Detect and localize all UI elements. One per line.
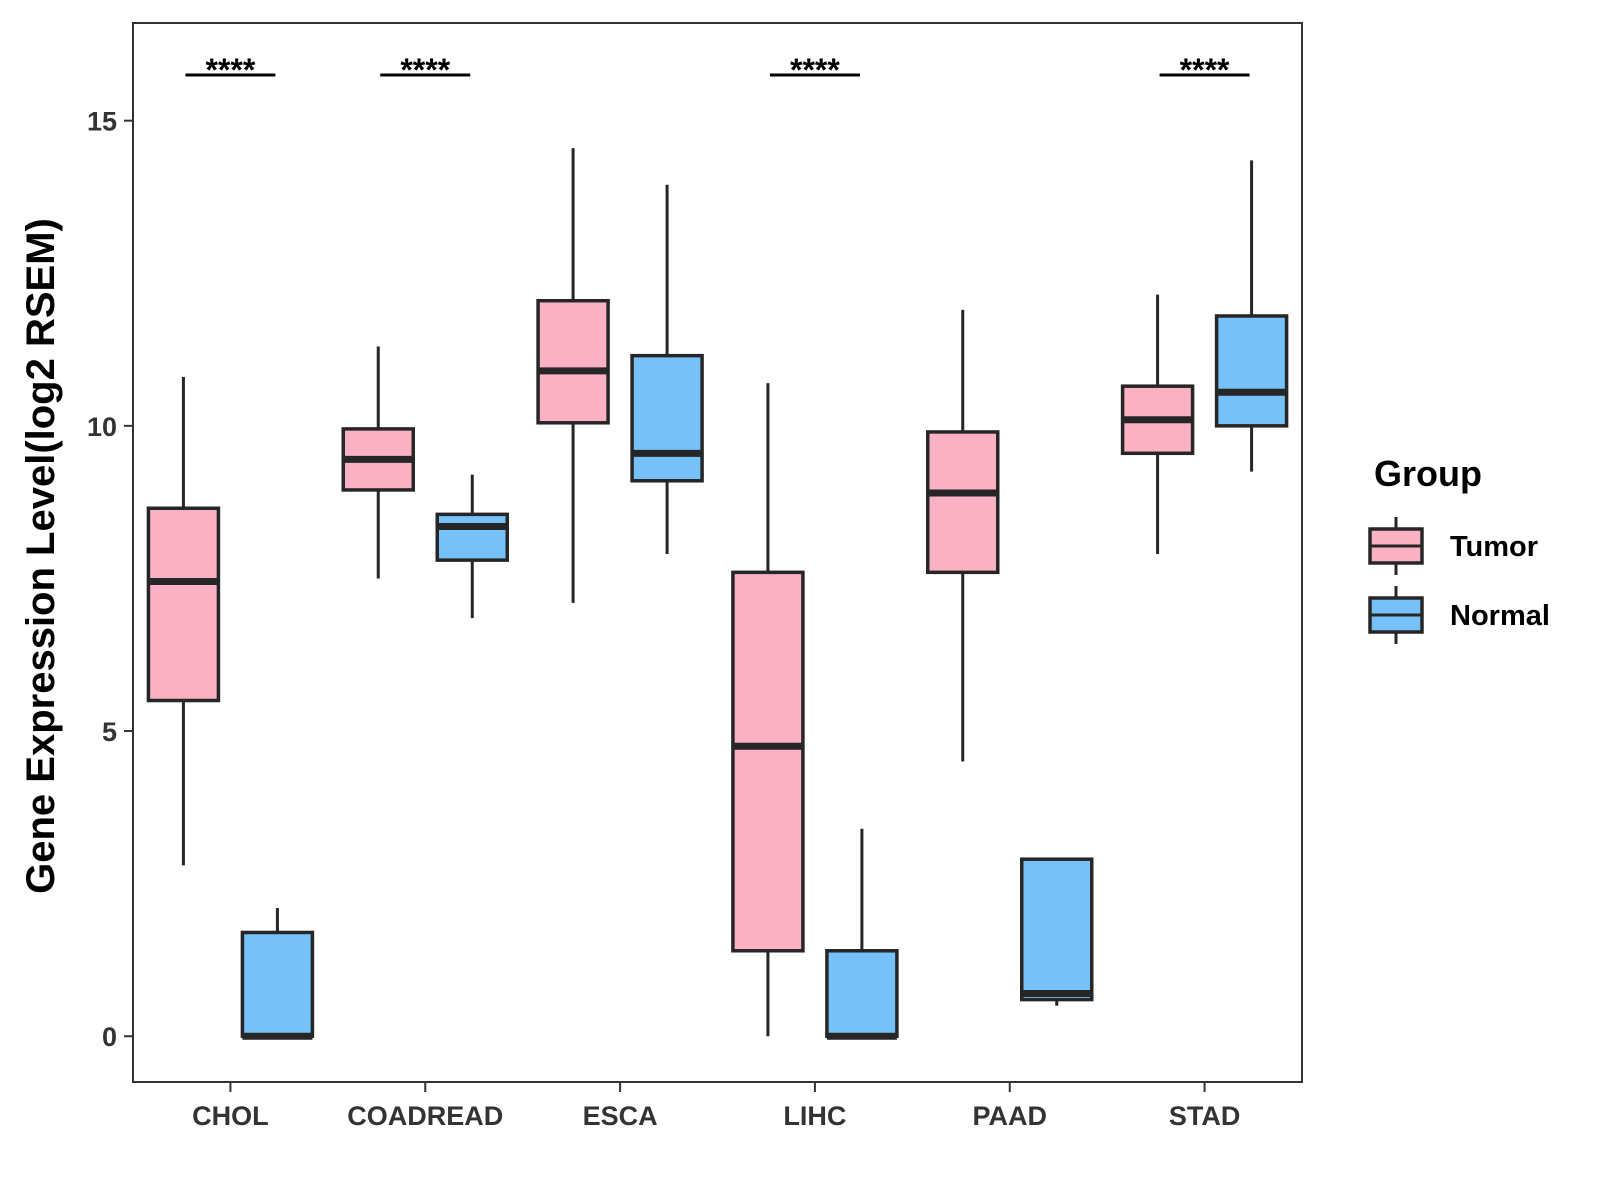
series-tumor [146, 148, 1195, 1037]
legend-label-normal: Normal [1450, 600, 1550, 632]
box-body [240, 930, 315, 1038]
series-normal [240, 160, 1289, 1040]
y-tick-label: 5 [102, 717, 117, 747]
legend-title: Group [1374, 453, 1482, 494]
box-normal-esca [630, 184, 704, 555]
box-tumor-chol [146, 377, 221, 866]
box-body [1214, 314, 1289, 428]
x-tick-label-coadread: COADREAD [347, 1101, 503, 1131]
box-normal-paad [1020, 857, 1094, 1006]
box-body [731, 570, 805, 953]
x-tick-label-paad: PAAD [972, 1101, 1047, 1131]
y-tick-label: 0 [102, 1022, 117, 1052]
plot-area [132, 22, 1303, 1083]
x-axis: CHOL COADREAD ESCA LIHC PAAD STAD [192, 1082, 1240, 1131]
y-tick-label: 10 [87, 412, 117, 442]
box-tumor-lihc [731, 383, 805, 1037]
box-tumor-coadread [341, 346, 415, 579]
box-tumor-paad [926, 309, 1000, 762]
box-body [146, 506, 221, 703]
significance-label-lihc: **** [790, 52, 840, 88]
box-body [435, 512, 509, 562]
y-tick-label: 15 [87, 107, 117, 137]
plot-panel-border [132, 22, 1303, 1083]
y-axis: 0 5 10 15 [87, 107, 133, 1052]
x-tick-label-lihc: LIHC [783, 1101, 846, 1131]
legend: Group Tumor Normal [1368, 453, 1550, 644]
box-body [536, 298, 610, 425]
box-body [1020, 857, 1094, 1002]
box-tumor-stad [1120, 294, 1195, 555]
x-tick-label-stad: STAD [1169, 1101, 1241, 1131]
significance-label-chol: **** [206, 52, 256, 88]
box-body [630, 353, 704, 483]
box-normal-stad [1214, 160, 1289, 472]
box-normal-lihc [825, 828, 899, 1040]
box-tumor-esca [536, 148, 610, 603]
box-body [926, 430, 1000, 575]
significance-annotations: **** **** **** **** [185, 52, 1250, 88]
significance-label-coadread: **** [400, 52, 450, 88]
y-axis-title: Gene Expression Level(log2 RSEM) [19, 218, 63, 894]
box-normal-chol [240, 908, 315, 1040]
box-body [825, 949, 899, 1038]
significance-label-stad: **** [1180, 52, 1230, 88]
x-tick-label-esca: ESCA [583, 1101, 658, 1131]
box-normal-coadread [435, 474, 509, 619]
legend-label-tumor: Tumor [1450, 531, 1538, 563]
x-tick-label-chol: CHOL [192, 1101, 269, 1131]
